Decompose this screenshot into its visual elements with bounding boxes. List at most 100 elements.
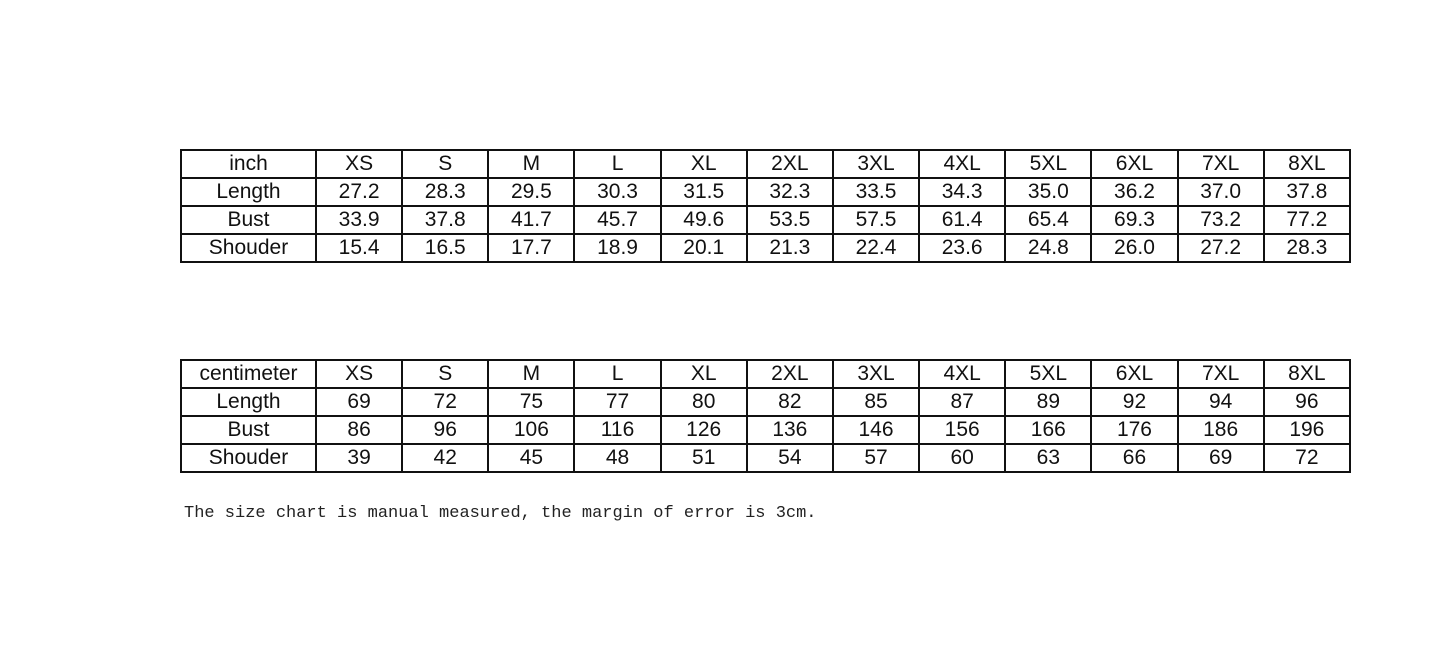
row-label: Bust — [180, 415, 317, 445]
value-cell: 39 — [314, 443, 404, 473]
value-cell: 77 — [573, 387, 662, 417]
value-cell: 31.5 — [659, 177, 748, 207]
value-cell: 48 — [573, 443, 662, 473]
value-cell: 34.3 — [918, 177, 1007, 207]
value-cell: 96 — [401, 415, 490, 445]
header-row: inch XS S M L XL 2XL 3XL 4XL 5XL 6XL 7XL 8XL — [180, 149, 1352, 179]
size-header-cell: M — [487, 359, 576, 389]
value-cell: 196 — [1262, 415, 1352, 445]
table-row: Bust 33.9 37.8 41.7 45.7 49.6 53.5 57.5 61.4 65.4… — [180, 205, 1352, 235]
unit-cell: inch — [180, 149, 317, 179]
value-cell: 69.3 — [1090, 205, 1179, 235]
value-cell: 45 — [487, 443, 576, 473]
value-cell: 33.9 — [314, 205, 404, 235]
size-header-cell: 6XL — [1090, 359, 1179, 389]
value-cell: 16.5 — [401, 233, 490, 263]
value-cell: 37.0 — [1176, 177, 1265, 207]
value-cell: 116 — [573, 415, 662, 445]
size-header-cell: M — [487, 149, 576, 179]
value-cell: 30.3 — [573, 177, 662, 207]
value-cell: 69 — [1176, 443, 1265, 473]
value-cell: 23.6 — [918, 233, 1007, 263]
value-cell: 69 — [314, 387, 404, 417]
size-header-cell: S — [401, 149, 490, 179]
value-cell: 15.4 — [314, 233, 404, 263]
size-header-cell: 7XL — [1176, 359, 1265, 389]
row-label: Length — [180, 177, 317, 207]
value-cell: 166 — [1004, 415, 1093, 445]
size-header-cell: XL — [659, 149, 748, 179]
table-row: Bust 86 96 106 116 126 136 146 156 166 176 186 196 — [180, 415, 1352, 445]
value-cell: 17.7 — [487, 233, 576, 263]
size-header-cell: L — [573, 359, 662, 389]
size-header-cell: 4XL — [918, 359, 1007, 389]
value-cell: 54 — [745, 443, 834, 473]
value-cell: 28.3 — [1262, 233, 1352, 263]
value-cell: 21.3 — [745, 233, 834, 263]
size-header-cell: 6XL — [1090, 149, 1179, 179]
value-cell: 35.0 — [1004, 177, 1093, 207]
value-cell: 20.1 — [659, 233, 748, 263]
value-cell: 92 — [1090, 387, 1179, 417]
table-row: Shouder 39 42 45 48 51 54 57 60 63 66 69 72 — [180, 443, 1352, 473]
size-header-cell: S — [401, 359, 490, 389]
size-header-cell: 5XL — [1004, 359, 1093, 389]
unit-cell: centimeter — [180, 359, 317, 389]
value-cell: 82 — [745, 387, 834, 417]
row-label: Shouder — [180, 443, 317, 473]
value-cell: 33.5 — [831, 177, 921, 207]
value-cell: 29.5 — [487, 177, 576, 207]
value-cell: 186 — [1176, 415, 1265, 445]
value-cell: 28.3 — [401, 177, 490, 207]
value-cell: 18.9 — [573, 233, 662, 263]
value-cell: 49.6 — [659, 205, 748, 235]
value-cell: 89 — [1004, 387, 1093, 417]
value-cell: 96 — [1262, 387, 1352, 417]
size-header-cell: 8XL — [1262, 149, 1352, 179]
size-table-centimeter: centimeter XS S M L XL 2XL 3XL 4XL 5XL 6XL 7XL 8XL Le… — [180, 359, 1352, 473]
value-cell: 87 — [918, 387, 1007, 417]
table-row: Length 69 72 75 77 80 82 85 87 89 92 94 96 — [180, 387, 1352, 417]
size-header-cell: 4XL — [918, 149, 1007, 179]
value-cell: 22.4 — [831, 233, 921, 263]
value-cell: 85 — [831, 387, 921, 417]
size-header-cell: XS — [314, 359, 404, 389]
value-cell: 42 — [401, 443, 490, 473]
value-cell: 126 — [659, 415, 748, 445]
value-cell: 61.4 — [918, 205, 1007, 235]
value-cell: 37.8 — [1262, 177, 1352, 207]
value-cell: 60 — [918, 443, 1007, 473]
value-cell: 27.2 — [1176, 233, 1265, 263]
value-cell: 75 — [487, 387, 576, 417]
header-row: centimeter XS S M L XL 2XL 3XL 4XL 5XL 6XL 7XL 8XL — [180, 359, 1352, 389]
value-cell: 146 — [831, 415, 921, 445]
size-table-inch: inch XS S M L XL 2XL 3XL 4XL 5XL 6XL 7XL 8XL Length 27… — [180, 149, 1352, 263]
value-cell: 53.5 — [745, 205, 834, 235]
value-cell: 41.7 — [487, 205, 576, 235]
value-cell: 27.2 — [314, 177, 404, 207]
value-cell: 51 — [659, 443, 748, 473]
row-label: Bust — [180, 205, 317, 235]
size-header-cell: 3XL — [831, 149, 921, 179]
value-cell: 77.2 — [1262, 205, 1352, 235]
value-cell: 24.8 — [1004, 233, 1093, 263]
value-cell: 57.5 — [831, 205, 921, 235]
value-cell: 26.0 — [1090, 233, 1179, 263]
value-cell: 66 — [1090, 443, 1179, 473]
value-cell: 86 — [314, 415, 404, 445]
value-cell: 106 — [487, 415, 576, 445]
value-cell: 72 — [401, 387, 490, 417]
value-cell: 45.7 — [573, 205, 662, 235]
value-cell: 80 — [659, 387, 748, 417]
size-header-cell: 5XL — [1004, 149, 1093, 179]
value-cell: 176 — [1090, 415, 1179, 445]
row-label: Length — [180, 387, 317, 417]
table-row: Shouder 15.4 16.5 17.7 18.9 20.1 21.3 22.4 23.6 2… — [180, 233, 1352, 263]
value-cell: 156 — [918, 415, 1007, 445]
size-header-cell: 7XL — [1176, 149, 1265, 179]
value-cell: 63 — [1004, 443, 1093, 473]
value-cell: 32.3 — [745, 177, 834, 207]
value-cell: 37.8 — [401, 205, 490, 235]
size-header-cell: 3XL — [831, 359, 921, 389]
size-header-cell: 2XL — [745, 359, 834, 389]
